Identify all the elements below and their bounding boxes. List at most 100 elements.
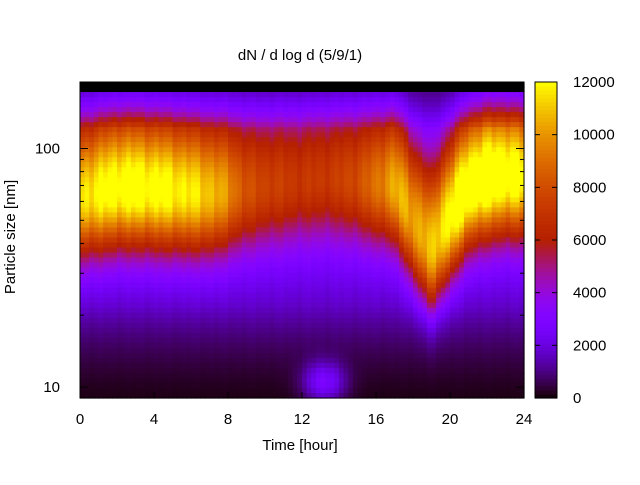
heatmap-cell <box>130 132 137 138</box>
heatmap-cell <box>126 207 132 214</box>
heatmap-cell <box>334 277 340 284</box>
heatmap-cell <box>93 317 100 324</box>
heatmap-cell <box>325 152 331 158</box>
heatmap-cell <box>260 217 266 224</box>
heatmap-cell <box>426 382 433 389</box>
heatmap-cell <box>357 177 363 183</box>
heatmap-cell <box>329 212 335 219</box>
heatmap-cell <box>357 322 363 329</box>
heatmap-cell <box>121 122 127 128</box>
heatmap-cell <box>158 177 164 183</box>
heatmap-cell <box>283 202 289 208</box>
heatmap-cell <box>126 202 132 208</box>
heatmap-cell <box>195 97 201 103</box>
heatmap-cell <box>440 302 446 309</box>
heatmap-cell <box>339 237 345 244</box>
heatmap-cell <box>329 217 335 224</box>
heatmap-cell <box>436 192 442 198</box>
heatmap-cell <box>204 152 211 158</box>
heatmap-cell <box>385 327 391 334</box>
heatmap-cell <box>306 267 312 274</box>
heatmap-cell <box>320 387 326 394</box>
heatmap-cell <box>320 132 326 138</box>
heatmap-cell <box>144 102 150 108</box>
heatmap-cell <box>121 137 127 143</box>
heatmap-cell <box>200 157 206 163</box>
heatmap-cell <box>389 242 396 249</box>
heatmap-cell <box>214 357 220 364</box>
heatmap-cell <box>103 307 109 314</box>
heatmap-cell <box>385 377 391 384</box>
heatmap-cell <box>80 97 86 103</box>
heatmap-cell <box>255 382 261 389</box>
heatmap-cell <box>167 117 174 123</box>
heatmap-cell <box>436 117 442 123</box>
heatmap-cell <box>320 182 326 188</box>
heatmap-cell <box>311 242 317 249</box>
heatmap-cell <box>343 317 349 324</box>
heatmap-cell <box>399 217 405 224</box>
heatmap-cell <box>251 312 257 319</box>
heatmap-cell <box>93 172 100 178</box>
heatmap-cell <box>269 362 275 369</box>
heatmap-cell <box>329 277 335 284</box>
heatmap-cell <box>265 312 271 319</box>
heatmap-cell <box>413 382 419 389</box>
heatmap-cell <box>385 367 391 374</box>
heatmap-cell <box>440 187 446 193</box>
heatmap-cell <box>399 202 405 208</box>
heatmap-cell <box>417 227 423 234</box>
heatmap-cell <box>366 192 372 198</box>
heatmap-cell <box>237 372 243 379</box>
heatmap-cell <box>241 117 248 123</box>
heatmap-cell <box>181 352 187 359</box>
heatmap-cell <box>292 242 298 249</box>
heatmap-cell <box>278 352 285 359</box>
heatmap-cell <box>334 252 340 259</box>
heatmap-cell <box>93 122 100 128</box>
heatmap-cell <box>343 187 349 193</box>
heatmap-cell <box>292 127 298 133</box>
heatmap-cell <box>376 337 382 344</box>
heatmap-cell <box>380 182 386 188</box>
heatmap-cell <box>260 202 266 208</box>
heatmap-cell <box>112 307 118 314</box>
heatmap-cell <box>278 347 285 354</box>
heatmap-cell <box>89 352 95 359</box>
heatmap-cell <box>357 102 363 108</box>
heatmap-cell <box>417 207 423 214</box>
heatmap-cell <box>241 252 248 259</box>
heatmap-cell <box>195 117 201 123</box>
heatmap-cell <box>288 272 294 279</box>
heatmap-cell <box>320 162 326 168</box>
heatmap-cell <box>80 382 86 389</box>
heatmap-cell <box>302 257 308 264</box>
heatmap-cell <box>163 82 169 88</box>
heatmap-cell <box>371 167 377 173</box>
heatmap-cell <box>403 337 409 344</box>
heatmap-cell <box>283 327 289 334</box>
heatmap-cell <box>422 357 428 364</box>
heatmap-cell <box>413 297 419 304</box>
heatmap-cell <box>112 127 118 133</box>
heatmap-cell <box>181 102 187 108</box>
heatmap-cell <box>209 112 215 118</box>
heatmap-cell <box>389 147 396 153</box>
heatmap-cell <box>237 282 243 289</box>
heatmap-cell <box>283 137 289 143</box>
heatmap-cell <box>306 207 312 214</box>
heatmap-cell <box>93 112 100 118</box>
heatmap-cell <box>440 387 446 394</box>
heatmap-cell <box>325 347 331 354</box>
heatmap-cell <box>385 277 391 284</box>
heatmap-cell <box>140 202 146 208</box>
heatmap-cell <box>366 172 372 178</box>
heatmap-cell <box>436 267 442 274</box>
heatmap-cell <box>204 352 211 359</box>
heatmap-cell <box>98 217 104 224</box>
heatmap-cell <box>255 82 261 88</box>
heatmap-cell <box>186 267 192 274</box>
heatmap-cell <box>89 257 95 264</box>
heatmap-cell <box>334 327 340 334</box>
heatmap-cell <box>251 297 257 304</box>
